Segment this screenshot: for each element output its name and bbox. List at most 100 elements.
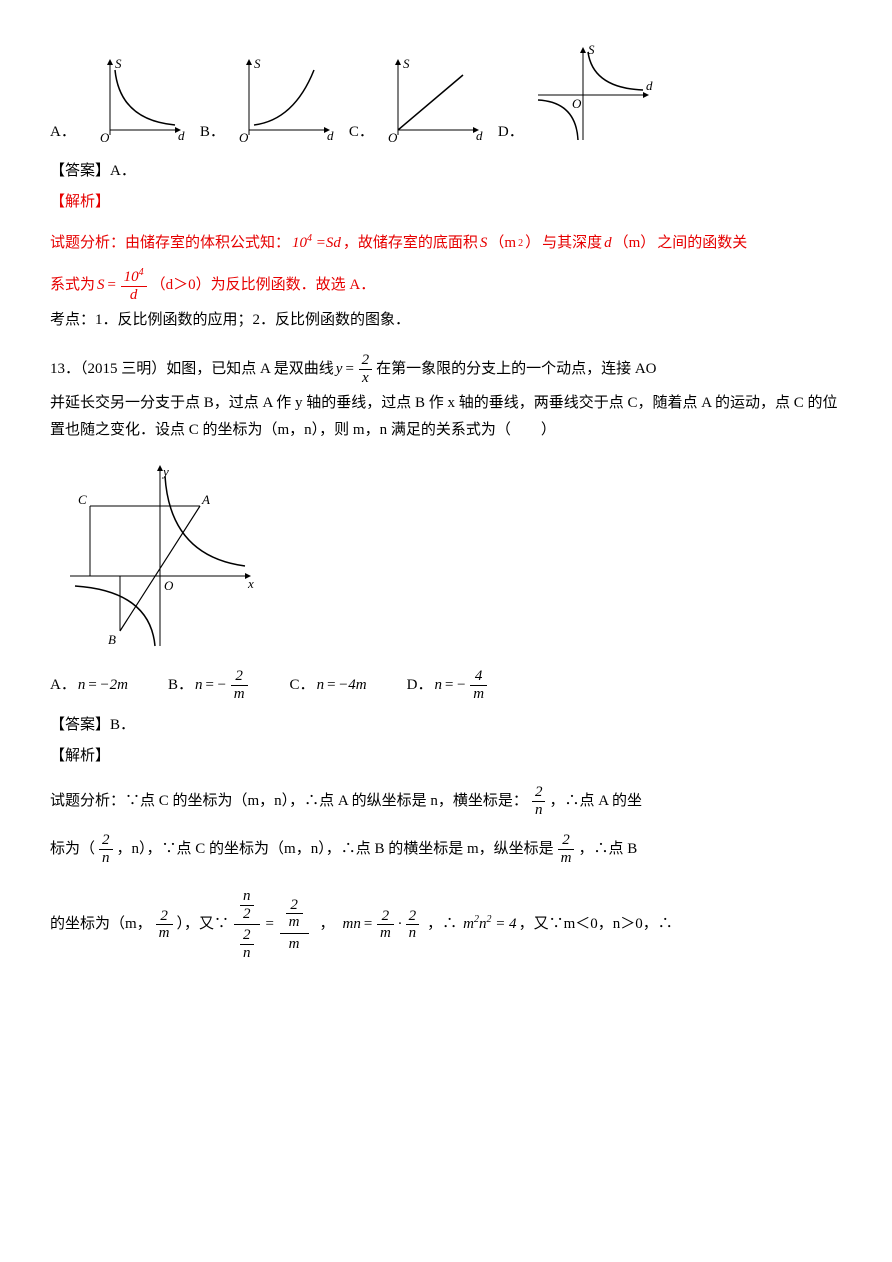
cf-bot-num: 2 [240, 927, 254, 945]
svg-text:S: S [403, 56, 410, 71]
svg-text:C: C [78, 492, 87, 507]
svg-text:S: S [588, 42, 595, 57]
optD-eq: = [444, 672, 454, 699]
sol2a: 标为（ [50, 836, 95, 863]
optA-rhs: −2m [99, 672, 127, 699]
option-C-block: C． S d O [349, 50, 488, 150]
optC-label: C． [290, 672, 315, 699]
analysis-label-13: 【解析】 [50, 743, 842, 770]
optD-label: D． [407, 672, 433, 699]
optB-neg: − [217, 672, 227, 699]
q13-opt-C: C． n = −4m [290, 672, 367, 699]
sol1a: 试题分析：∵点 C 的坐标为（m，n），∴点 A 的纵坐标是 n，横坐标是： [50, 788, 528, 815]
paren-m2-sup: 2 [518, 235, 523, 253]
f2m-num: 2 [558, 832, 575, 850]
analysis-t1b: ，故储存室的底面积 [343, 230, 478, 257]
mnb-den: n [406, 925, 420, 942]
optB-den: m [231, 686, 248, 703]
optB-frac: 2 m [231, 668, 248, 702]
analysis-t1c: 与其深度 [542, 230, 602, 257]
sym-d: d [604, 230, 612, 257]
frac-10-4-d: 104 d [121, 267, 147, 303]
sym-S: S [480, 230, 488, 257]
cfr-top: 2 m [286, 897, 303, 931]
svg-text:O: O [572, 96, 582, 111]
svg-text:d: d [476, 128, 483, 143]
option-B-label: B． [200, 119, 225, 150]
optA-label: A． [50, 672, 76, 699]
optD-lhs: n [435, 672, 443, 699]
q12-options-row: A． S d O B． S d O C． S d O [50, 40, 842, 150]
m2n2-eq: = 4 [491, 916, 516, 932]
cfr-top-den: m [286, 914, 303, 931]
optD-frac: 4 m [470, 668, 487, 702]
optA-eq: = [87, 672, 97, 699]
optB-num: 2 [231, 668, 248, 686]
svg-text:B: B [108, 632, 116, 647]
optD-neg: − [456, 672, 466, 699]
optC-lhs: n [317, 672, 325, 699]
frac-x: x [359, 370, 373, 387]
sol2c: ，∴点 B [578, 836, 637, 863]
analysis-line1: 试题分析：由储存室的体积公式知： 104 =Sd ，故储存室的底面积 S （m2… [50, 230, 842, 257]
optD-den: m [470, 686, 487, 703]
q13-stem-line1: 13．（2015 三明）如图，已知点 A 是双曲线 y = 2 x 在第一象限的… [50, 352, 842, 386]
kaodian-12: 考点：1．反比例函数的应用；2．反比例函数的图象． [50, 307, 842, 334]
mnb-num: 2 [406, 908, 420, 926]
svg-text:d: d [327, 128, 334, 143]
sol3e: ，又∵m＜0，n＞0，∴ [519, 911, 673, 938]
graph-D-hyperbola: S d O [528, 40, 658, 150]
eq-S: S [97, 272, 105, 299]
svg-text:O: O [239, 130, 249, 145]
answer-12: 【答案】A． [50, 158, 842, 185]
option-C-label: C． [349, 119, 374, 150]
svg-text:O: O [164, 578, 174, 593]
f2n-den: n [532, 802, 546, 819]
q13-stem-a: 13．（2015 三明）如图，已知点 A 是双曲线 [50, 356, 334, 383]
option-D-label: D． [498, 119, 524, 150]
frac-2: 2 [359, 352, 373, 370]
mn-eq: = [363, 911, 373, 938]
q13-options: A． n = −2m B． n = − 2 m C． n = −4m D． n … [50, 668, 842, 702]
option-B-block: B． S d O [200, 50, 339, 150]
option-A-block: A． S d O [50, 50, 190, 150]
mn-dot: · [398, 911, 402, 938]
answer-13: 【答案】B． [50, 712, 842, 739]
frac-2-m-1: 2 m [558, 832, 575, 866]
optD-num: 4 [470, 668, 487, 686]
sol-line1: 试题分析：∵点 C 的坐标为（m，n），∴点 A 的纵坐标是 n，横坐标是： 2… [50, 784, 842, 818]
expr-10: 10 [292, 235, 307, 251]
expr-10-4: 104 =Sd [292, 230, 341, 257]
f2m-den: m [558, 850, 575, 867]
cf-bot: 2 n [240, 927, 254, 961]
sol3c: ， [320, 911, 335, 938]
frac-2-x: 2 x [359, 352, 373, 386]
frac-2-n-2: 2 n [99, 832, 113, 866]
optB-eq: = [204, 672, 214, 699]
frac-den-d: d [121, 287, 147, 304]
svg-text:S: S [115, 56, 122, 71]
mn-frac-b: 2 n [406, 908, 420, 942]
analysis-t2b: （d＞0）为反比例函数．故选 A． [151, 272, 376, 299]
cf-eq: = [265, 911, 275, 938]
svg-text:y: y [161, 464, 169, 479]
complex-frac-lhs: n 2 2 n [234, 886, 260, 963]
sol3d: ，∴ [427, 911, 457, 938]
complex-frac-rhs: 2 m m [280, 895, 309, 955]
paren-m2-a: （m [489, 230, 516, 257]
paren-m2-b: ） [525, 230, 540, 257]
svg-text:A: A [201, 492, 210, 507]
svg-text:d: d [646, 78, 653, 93]
f2n2-den: n [99, 850, 113, 867]
sol3a: 的坐标为（m， [50, 911, 152, 938]
m2n2-m: m [463, 916, 474, 932]
analysis-t2a: 系式为 [50, 272, 95, 299]
mn-frac-a: 2 m [377, 908, 394, 942]
paren-dm: （m） [614, 230, 656, 257]
mn-lhs: mn [343, 911, 361, 938]
svg-text:d: d [178, 128, 185, 143]
q13-stem-c: 并延长交另一分支于点 B，过点 A 作 y 轴的垂线，过点 B 作 x 轴的垂线… [50, 390, 842, 444]
f2m2-den: m [156, 925, 173, 942]
option-A-label: A． [50, 119, 76, 150]
optB-label: B． [168, 672, 193, 699]
